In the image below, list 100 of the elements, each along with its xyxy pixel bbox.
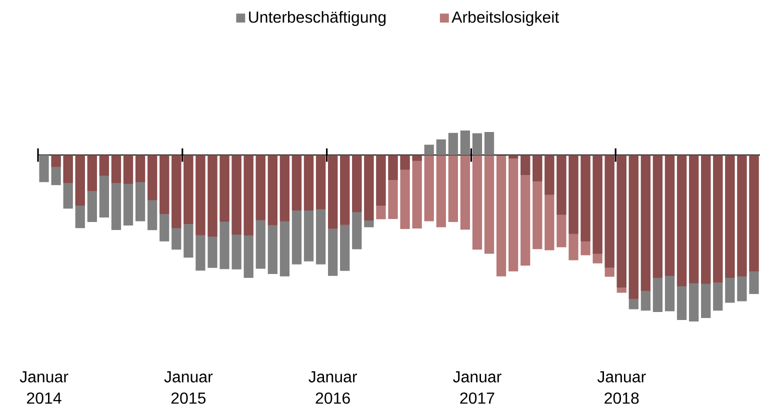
bar [388,154,398,219]
bar [520,154,530,266]
bar [737,154,747,276]
bar [568,154,578,260]
bar [749,154,759,294]
bar [256,154,266,220]
x-tick-label: Januar 2018 [597,371,646,404]
bar [725,154,735,303]
bar [232,154,242,234]
bar [280,154,290,276]
legend-label: Arbeitslosigkeit [452,10,560,26]
bar [51,154,61,167]
bar [268,154,278,225]
x-tick-label: Januar 2015 [164,371,213,404]
bar [51,154,61,185]
bar [340,154,350,271]
bar [244,154,254,236]
bar [75,154,85,228]
bar [472,154,482,250]
bar [676,154,687,320]
bar [436,139,446,155]
bar [148,154,158,230]
bar [208,154,218,236]
bar [496,154,506,276]
bar [664,154,675,276]
bar [520,154,530,175]
bar [268,154,278,274]
bar [544,154,554,250]
bar [196,154,206,270]
bar [352,154,362,212]
bar [664,154,675,312]
bar [220,154,230,269]
bar [424,154,434,222]
bar [316,154,326,210]
bar [87,154,97,222]
legend-label: Unterbeschäftigung [249,10,386,26]
bar [135,154,146,222]
bar [749,154,759,272]
bar [544,154,554,195]
bar [400,154,410,229]
bar [123,154,134,226]
bar [701,154,711,284]
bar [556,154,566,248]
bar [292,154,302,210]
bar [148,154,158,200]
x-tick-label: Januar 2016 [308,371,357,404]
bar [412,154,422,161]
bar [532,154,542,182]
bar [304,154,314,262]
bar [123,154,134,184]
bar [424,144,434,155]
bar [280,154,290,222]
bar [39,154,49,182]
bar [508,154,518,272]
bar [713,154,723,282]
x-tick-label: Januar 2017 [453,371,502,404]
bar [135,154,146,182]
bar [328,154,338,276]
bar [737,154,747,302]
bar [701,154,711,318]
bar [400,154,410,170]
bar [196,154,206,235]
bar [111,154,122,230]
bar [484,154,494,254]
bar [316,154,326,264]
bar [172,154,182,250]
bar [676,154,687,286]
bar [208,154,218,268]
bar [436,154,446,228]
bar [472,133,482,155]
bar [232,154,242,270]
bar [412,154,422,228]
bar [220,154,230,222]
bar [75,154,85,206]
bar [184,154,194,258]
bar [87,154,97,191]
bar [292,154,302,264]
bar [376,154,386,206]
bar [172,154,182,228]
x-tick-label: Januar 2014 [20,371,68,404]
bar [460,154,470,230]
bar [484,132,494,155]
bar [460,130,470,155]
bar [689,154,699,322]
bar [448,154,458,222]
bar [652,154,663,278]
bar [448,132,458,155]
bar [725,154,735,278]
bar [160,154,170,242]
bar [568,154,578,234]
bar [328,154,338,228]
bar [184,154,194,224]
bar [508,154,518,158]
bar [160,154,170,214]
bar [532,154,542,249]
bar [244,154,254,278]
bar [713,154,723,311]
bar [340,154,350,225]
bar [652,154,663,312]
bar [689,154,699,284]
